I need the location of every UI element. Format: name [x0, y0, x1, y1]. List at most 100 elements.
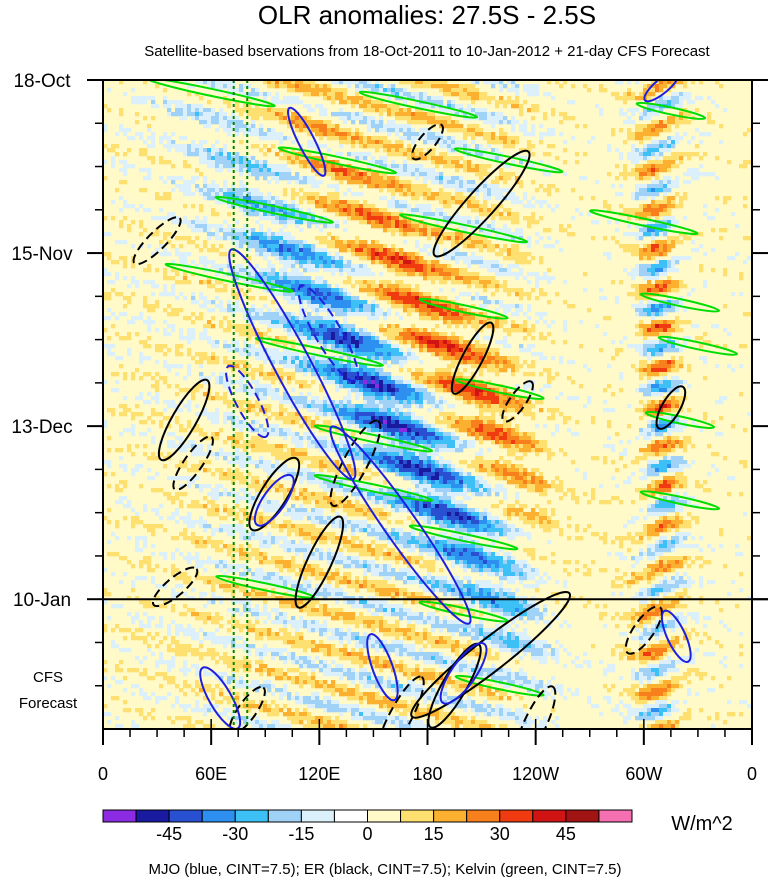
anomaly-cell	[171, 164, 176, 169]
anomaly-cell	[347, 216, 352, 221]
anomaly-cell	[727, 256, 732, 261]
anomaly-cell	[643, 276, 648, 281]
anomaly-cell	[235, 304, 240, 309]
anomaly-cell	[703, 332, 708, 337]
anomaly-cell	[395, 332, 400, 337]
anomaly-cell	[347, 308, 352, 313]
anomaly-cell	[259, 236, 264, 241]
anomaly-cell	[203, 160, 208, 165]
anomaly-cell	[663, 120, 668, 125]
anomaly-cell	[211, 144, 216, 149]
anomaly-cell	[315, 268, 320, 273]
anomaly-cell	[451, 180, 456, 185]
anomaly-cell	[115, 152, 120, 157]
anomaly-cell	[411, 288, 416, 293]
anomaly-cell	[631, 304, 636, 309]
anomaly-cell	[687, 140, 692, 145]
anomaly-cell	[167, 304, 172, 309]
anomaly-cell	[127, 296, 132, 301]
anomaly-cell	[243, 232, 248, 237]
anomaly-cell	[447, 184, 452, 189]
anomaly-cell	[291, 220, 296, 225]
anomaly-cell	[327, 324, 332, 329]
anomaly-cell	[159, 292, 164, 297]
anomaly-cell	[247, 256, 252, 261]
anomaly-cell	[515, 288, 520, 293]
anomaly-cell	[307, 332, 312, 337]
anomaly-cell	[307, 260, 312, 265]
anomaly-cell	[239, 108, 244, 113]
anomaly-cell	[659, 312, 664, 317]
anomaly-cell	[503, 144, 508, 149]
anomaly-cell	[407, 332, 412, 337]
anomaly-cell	[483, 208, 488, 213]
anomaly-cell	[439, 272, 444, 277]
anomaly-cell	[423, 116, 428, 121]
anomaly-cell	[503, 320, 508, 325]
anomaly-cell	[387, 324, 392, 329]
anomaly-cell	[371, 204, 376, 209]
anomaly-cell	[459, 312, 464, 317]
anomaly-cell	[495, 324, 500, 329]
anomaly-cell	[439, 340, 444, 345]
anomaly-cell	[239, 244, 244, 249]
anomaly-cell	[503, 308, 508, 313]
anomaly-cell	[431, 296, 436, 301]
anomaly-cell	[247, 112, 252, 117]
anomaly-cell	[175, 308, 180, 313]
anomaly-cell	[439, 288, 444, 293]
anomaly-cell	[539, 256, 544, 261]
anomaly-cell	[519, 128, 524, 133]
anomaly-cell	[283, 108, 288, 113]
anomaly-cell	[407, 268, 412, 273]
anomaly-cell	[227, 92, 232, 97]
anomaly-cell	[359, 96, 364, 101]
anomaly-cell	[299, 240, 304, 245]
anomaly-cell	[663, 220, 668, 225]
anomaly-cell	[187, 152, 192, 157]
anomaly-cell	[231, 232, 236, 237]
anomaly-cell	[503, 344, 508, 349]
anomaly-cell	[675, 184, 680, 189]
anomaly-cell	[411, 308, 416, 313]
anomaly-cell	[371, 288, 376, 293]
anomaly-cell	[267, 132, 272, 137]
anomaly-cell	[191, 192, 196, 197]
anomaly-cell	[355, 100, 360, 105]
anomaly-cell	[619, 184, 624, 189]
anomaly-cell	[643, 192, 648, 197]
anomaly-cell	[375, 108, 380, 113]
anomaly-cell	[431, 336, 436, 341]
anomaly-cell	[711, 248, 716, 253]
anomaly-cell	[359, 288, 364, 293]
anomaly-cell	[635, 132, 640, 137]
anomaly-cell	[363, 272, 368, 277]
anomaly-cell	[203, 112, 208, 117]
anomaly-cell	[247, 132, 252, 137]
anomaly-cell	[335, 200, 340, 205]
anomaly-cell	[503, 136, 508, 141]
anomaly-cell	[455, 248, 460, 253]
anomaly-cell	[447, 192, 452, 197]
anomaly-cell	[487, 324, 492, 329]
anomaly-cell	[275, 248, 280, 253]
anomaly-cell	[627, 216, 632, 221]
anomaly-cell	[375, 160, 380, 165]
anomaly-cell	[483, 132, 488, 137]
anomaly-cell	[591, 136, 596, 141]
anomaly-cell	[211, 300, 216, 305]
anomaly-cell	[475, 96, 480, 101]
anomaly-cell	[263, 272, 268, 277]
anomaly-cell	[123, 180, 128, 185]
anomaly-cell	[255, 232, 260, 237]
anomaly-cell	[227, 128, 232, 133]
anomaly-cell	[463, 188, 468, 193]
anomaly-cell	[267, 276, 272, 281]
anomaly-cell	[443, 212, 448, 217]
anomaly-cell	[435, 252, 440, 257]
anomaly-cell	[339, 328, 344, 333]
anomaly-cell	[251, 212, 256, 217]
anomaly-cell	[663, 224, 668, 229]
anomaly-cell	[527, 344, 532, 349]
anomaly-cell	[291, 300, 296, 305]
